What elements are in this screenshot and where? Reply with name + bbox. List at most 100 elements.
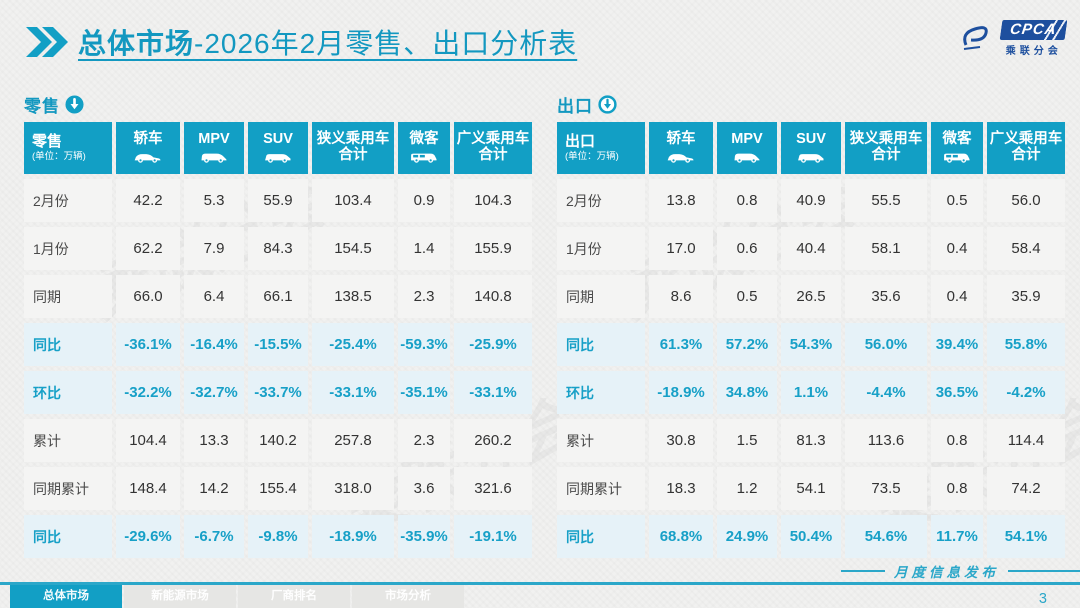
cell: 84.3 bbox=[248, 227, 308, 270]
table-row: 1月份 17.0 0.6 40.4 58.1 0.4 58.4 bbox=[557, 227, 1065, 270]
cell: 54.3% bbox=[781, 323, 841, 366]
col-label: 广义乘用车 bbox=[456, 131, 530, 148]
cell: 40.4 bbox=[781, 227, 841, 270]
table-unit: (单位：万辆) bbox=[32, 150, 86, 162]
cell: -32.2% bbox=[116, 371, 180, 414]
cell: 0.4 bbox=[931, 227, 983, 270]
row-label: 累计 bbox=[24, 419, 112, 462]
row-label: 同比 bbox=[24, 515, 112, 558]
table-row: 环比 -18.9% 34.8% 1.1% -4.4% 36.5% -4.2% bbox=[557, 371, 1065, 414]
table-row: 累计 30.8 1.5 81.3 113.6 0.8 114.4 bbox=[557, 419, 1065, 462]
cell: 7.9 bbox=[184, 227, 244, 270]
page-title-rest: -2026年2月零售、出口分析表 bbox=[194, 28, 578, 59]
cell: 2.3 bbox=[398, 275, 450, 318]
footer-tab[interactable]: 市场分析 bbox=[352, 585, 464, 608]
table-row: 2月份 13.8 0.8 40.9 55.5 0.5 56.0 bbox=[557, 179, 1065, 222]
cell: -18.9% bbox=[649, 371, 713, 414]
van-icon bbox=[931, 150, 983, 164]
retail-section-header: 零售 bbox=[24, 92, 532, 116]
cell: -35.9% bbox=[398, 515, 450, 558]
col-header-sedan: 轿车 bbox=[649, 122, 713, 174]
col-header-sedan: 轿车 bbox=[116, 122, 180, 174]
footer-tab[interactable]: 总体市场 bbox=[10, 585, 122, 608]
row-label: 1月份 bbox=[24, 227, 112, 270]
col-label: 狭义乘用车 bbox=[316, 131, 390, 148]
cell: 42.2 bbox=[116, 179, 180, 222]
table-row: 同期累计 148.4 14.2 155.4 318.0 3.6 321.6 bbox=[24, 467, 532, 510]
ribbon-text: 月度信息发布 bbox=[894, 565, 999, 581]
table-row: 同比 -36.1% -16.4% -15.5% -25.4% -59.3% -25.9% bbox=[24, 323, 532, 366]
mpv-icon bbox=[717, 150, 777, 164]
col-header-broad-total: 广义乘用车 合计 bbox=[987, 122, 1065, 174]
logo-swoosh-icon bbox=[960, 23, 996, 55]
logo-name: 乘联分会 bbox=[1005, 46, 1062, 57]
cell: 113.6 bbox=[845, 419, 927, 462]
cell: 155.9 bbox=[454, 227, 532, 270]
cell: 148.4 bbox=[116, 467, 180, 510]
cell: 154.5 bbox=[312, 227, 394, 270]
van-icon bbox=[398, 150, 450, 164]
cell: -15.5% bbox=[248, 323, 308, 366]
col-label: 狭义乘用车 bbox=[849, 131, 923, 148]
col-label: 轿车 bbox=[666, 131, 696, 148]
col-label: MPV bbox=[731, 131, 763, 148]
table-row: 累计 104.4 13.3 140.2 257.8 2.3 260.2 bbox=[24, 419, 532, 462]
cell: 56.0% bbox=[845, 323, 927, 366]
cell: -32.7% bbox=[184, 371, 244, 414]
row-label: 环比 bbox=[24, 371, 112, 414]
cell: 8.6 bbox=[649, 275, 713, 318]
footer-tab[interactable]: 厂商排名 bbox=[238, 585, 350, 608]
table-row: 同比 68.8% 24.9% 50.4% 54.6% 11.7% 54.1% bbox=[557, 515, 1065, 558]
cell: 140.2 bbox=[248, 419, 308, 462]
cell: -33.1% bbox=[312, 371, 394, 414]
cell: -4.4% bbox=[845, 371, 927, 414]
header-row: 出口 (单位：万辆) 轿车 MPV SUV 狭义乘用车 合计 微客 广义乘用车 合计 bbox=[557, 122, 1065, 174]
page-title: 总体市场-2026年2月零售、出口分析表 bbox=[78, 22, 577, 62]
cell: 0.8 bbox=[717, 179, 777, 222]
footer-tab-bar: 总体市场 新能源市场 厂商排名 市场分析 bbox=[10, 585, 464, 608]
ribbon-line-left bbox=[841, 570, 885, 572]
cell: 40.9 bbox=[781, 179, 841, 222]
cell: 104.3 bbox=[454, 179, 532, 222]
cell: 66.1 bbox=[248, 275, 308, 318]
page-number: 3 bbox=[1038, 591, 1047, 607]
col-label: SUV bbox=[263, 131, 293, 148]
cell: 0.6 bbox=[717, 227, 777, 270]
cpca-logo: CPCA 乘联分会 bbox=[960, 20, 1068, 57]
cell: 73.5 bbox=[845, 467, 927, 510]
table-title: 零售 bbox=[32, 133, 63, 151]
cell: 81.3 bbox=[781, 419, 841, 462]
footer-ribbon: 月度信息发布 bbox=[841, 561, 1080, 581]
cell: 114.4 bbox=[987, 419, 1065, 462]
col-label: MPV bbox=[198, 131, 230, 148]
cell: 1.2 bbox=[717, 467, 777, 510]
col-label: SUV bbox=[796, 131, 826, 148]
cell: 54.1 bbox=[781, 467, 841, 510]
col-label: 微客 bbox=[409, 131, 439, 148]
cell: 24.9% bbox=[717, 515, 777, 558]
col-label: 广义乘用车 bbox=[989, 131, 1063, 148]
cell: 0.4 bbox=[931, 275, 983, 318]
col-header-mpv: MPV bbox=[717, 122, 777, 174]
col-header-suv: SUV bbox=[781, 122, 841, 174]
row-label: 2月份 bbox=[557, 179, 645, 222]
cell: 1.1% bbox=[781, 371, 841, 414]
cell: 61.3% bbox=[649, 323, 713, 366]
cell: 13.8 bbox=[649, 179, 713, 222]
export-section: 出口 出口 (单位：万辆) 轿车 MPV SUV 狭义乘用车 合计 微客 广义乘用车 合计 2月份 1… bbox=[557, 92, 1065, 563]
table-row: 环比 -32.2% -32.7% -33.7% -33.1% -35.1% -33.1% bbox=[24, 371, 532, 414]
cell: 140.8 bbox=[454, 275, 532, 318]
retail-table: 零售 (单位：万辆) 轿车 MPV SUV 狭义乘用车 合计 微客 广义乘用车 合计 2月份 42.2… bbox=[20, 117, 536, 563]
footer-tab[interactable]: 新能源市场 bbox=[124, 585, 236, 608]
cell: -18.9% bbox=[312, 515, 394, 558]
ribbon-line-right bbox=[1008, 570, 1080, 572]
table-unit: (单位：万辆) bbox=[565, 150, 619, 162]
cell: 68.8% bbox=[649, 515, 713, 558]
cell: -36.1% bbox=[116, 323, 180, 366]
cell: 2.3 bbox=[398, 419, 450, 462]
cell: 35.9 bbox=[987, 275, 1065, 318]
cell: 58.4 bbox=[987, 227, 1065, 270]
export-section-header: 出口 bbox=[557, 92, 1065, 116]
cell: 318.0 bbox=[312, 467, 394, 510]
double-chevron-icon bbox=[26, 27, 68, 57]
